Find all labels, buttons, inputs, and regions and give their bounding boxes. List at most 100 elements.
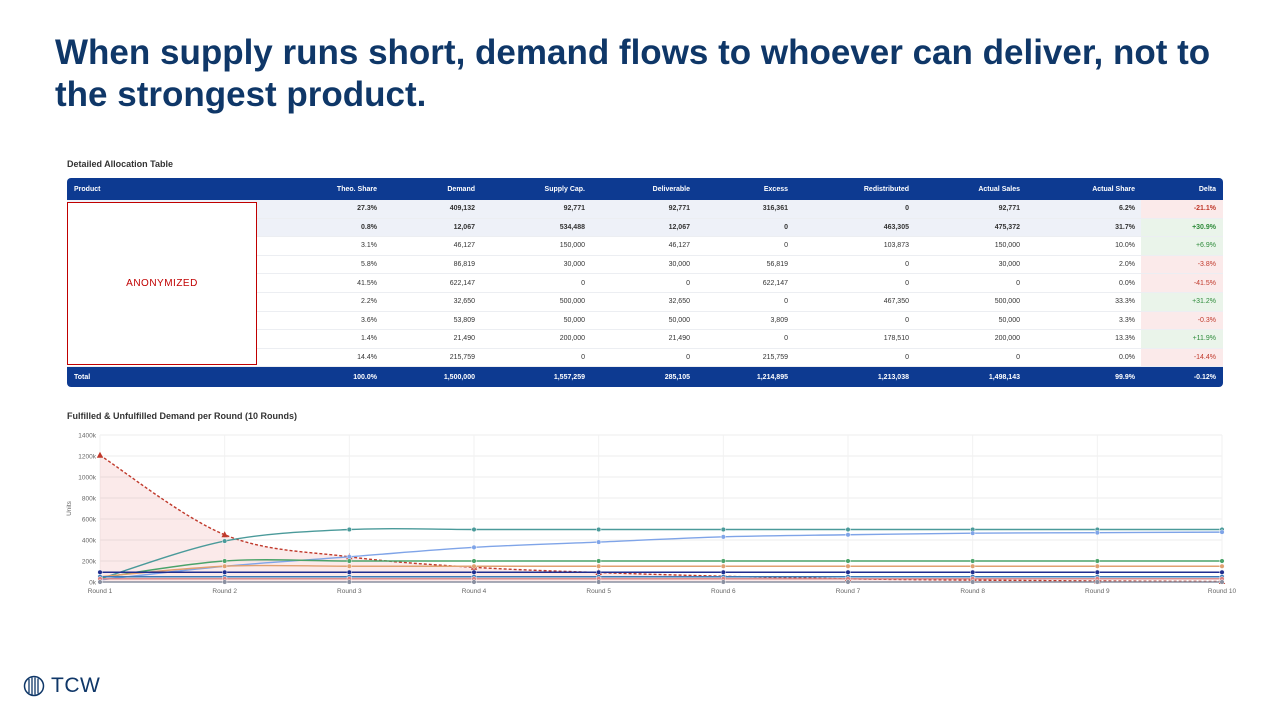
x-tick-label: Round 1 [88, 588, 113, 595]
header-product: Product [74, 185, 101, 193]
table-cell: 622,147 [449, 279, 475, 287]
y-tick-label: 800k [82, 496, 97, 503]
series-point [1219, 563, 1225, 569]
total-cell: 99.9% [1115, 373, 1135, 381]
table-cell: 200,000 [559, 335, 585, 343]
series-point [471, 544, 477, 550]
total-cell: 1,498,143 [988, 373, 1020, 381]
x-tick-label: Round 5 [586, 588, 611, 595]
tcw-logo: TCW [23, 674, 100, 698]
table-row: 1.4% 21,490 200,000 21,490 0 178,510 200,000 13… [67, 330, 1223, 349]
table-cell: 33.3% [1115, 298, 1135, 306]
series-point [720, 558, 726, 564]
series-point [346, 579, 352, 585]
header-excess: Excess [763, 185, 788, 193]
table-cell: 2.0% [1119, 261, 1135, 269]
delta-cell: -14.4% [1141, 348, 1223, 367]
series-point [222, 563, 228, 569]
series-point [471, 579, 477, 585]
series-point [720, 569, 726, 575]
tcw-globe-icon [23, 675, 45, 697]
header-supply-cap: Supply Cap. [544, 185, 585, 193]
series-point [596, 579, 602, 585]
x-tick-label: Round 8 [960, 588, 985, 595]
delta-cell: +31.2% [1141, 292, 1223, 311]
table-cell: 21,490 [668, 335, 690, 343]
table-cell: 0 [784, 298, 788, 306]
table-cell: 32,650 [668, 298, 690, 306]
series-point [471, 558, 477, 564]
series-point [845, 563, 851, 569]
series-point [596, 558, 602, 564]
series-point [596, 539, 602, 545]
table-cell: 178,510 [883, 335, 909, 343]
header-redistributed: Redistributed [863, 185, 909, 193]
series-point [346, 526, 352, 533]
series-point [97, 579, 103, 585]
chart-title: Fulfilled & Unfulfilled Demand per Round… [67, 411, 297, 421]
y-tick-label: 1400k [78, 433, 96, 440]
table-cell: 30,000 [998, 261, 1020, 269]
table-cell: 32,650 [453, 298, 475, 306]
series-point [471, 569, 477, 575]
series-point [222, 558, 228, 564]
table-cell: 2.2% [361, 298, 377, 306]
series-point [221, 531, 228, 538]
table-cell: 50,000 [563, 316, 585, 324]
table-row: 0.8% 12,067 534,488 12,067 0 463,305 475,372 31… [67, 218, 1223, 238]
series-point [471, 526, 477, 533]
table-cell: 0 [784, 223, 788, 231]
table-cell: 12,067 [668, 223, 690, 231]
series-point [222, 538, 228, 544]
table-body: 27.3% 409,132 92,771 92,771 316,361 0 92,771 6.… [67, 200, 1223, 368]
series-point [1094, 579, 1100, 585]
table-cell: 0 [1016, 279, 1020, 287]
table-row: 27.3% 409,132 92,771 92,771 316,361 0 92,771 6.… [67, 200, 1223, 219]
delta-cell: -21.1% [1141, 200, 1223, 218]
y-tick-label: 200k [82, 559, 97, 566]
table-cell: 0 [784, 335, 788, 343]
tcw-logo-text: TCW [51, 674, 101, 697]
table-cell: 92,771 [668, 205, 690, 213]
table-cell: 30,000 [563, 261, 585, 269]
table-cell: 46,127 [668, 242, 690, 250]
series-point [845, 579, 851, 585]
table-cell: 0 [905, 261, 909, 269]
total-label: Total [74, 373, 91, 381]
series-point [970, 563, 976, 569]
table-cell: 1.4% [361, 335, 377, 343]
table-cell: 0 [686, 279, 690, 287]
y-axis-label: Units [66, 500, 73, 516]
series-point [970, 569, 976, 575]
table-row: 3.6% 53,809 50,000 50,000 3,809 0 50,000 3.3% -0… [67, 311, 1223, 331]
table-cell: 0 [905, 316, 909, 324]
table-cell: 622,147 [762, 279, 788, 287]
table-cell: 5.8% [361, 261, 377, 269]
series-area [100, 455, 1222, 582]
table-cell: 3.6% [361, 316, 377, 324]
x-tick-label: Round 7 [836, 588, 861, 595]
total-cell: 1,213,038 [877, 373, 909, 381]
series-point [1219, 569, 1225, 575]
table-row: 14.4% 215,759 0 0 215,759 0 0 0.0% -14.4% [67, 348, 1223, 368]
series-point [596, 569, 602, 575]
table-cell: 0 [581, 279, 585, 287]
table-cell: 215,759 [449, 354, 475, 362]
series-line [99, 454, 1223, 583]
table-row: 5.8% 86,819 30,000 30,000 56,819 0 30,000 2.0% -… [67, 255, 1223, 275]
header-deliverable: Deliverable [652, 185, 690, 193]
table-cell: 0 [1016, 354, 1020, 362]
y-tick-label: 0k [89, 580, 97, 587]
delta-cell: -0.3% [1141, 311, 1223, 330]
series-point [845, 526, 851, 533]
series-point [845, 558, 851, 564]
table-cell: 50,000 [668, 316, 690, 324]
table-cell: 46,127 [453, 242, 475, 250]
table-row: 3.1% 46,127 150,000 46,127 0 103,873 150,000 10… [67, 237, 1223, 256]
table-row: 41.5% 622,147 0 0 622,147 0 0 0.0% -41.5% [67, 274, 1223, 293]
series-point [720, 534, 726, 540]
series-point [1094, 563, 1100, 569]
series-point [1094, 558, 1100, 564]
table-cell: 0 [905, 205, 909, 213]
series-point [222, 579, 228, 585]
